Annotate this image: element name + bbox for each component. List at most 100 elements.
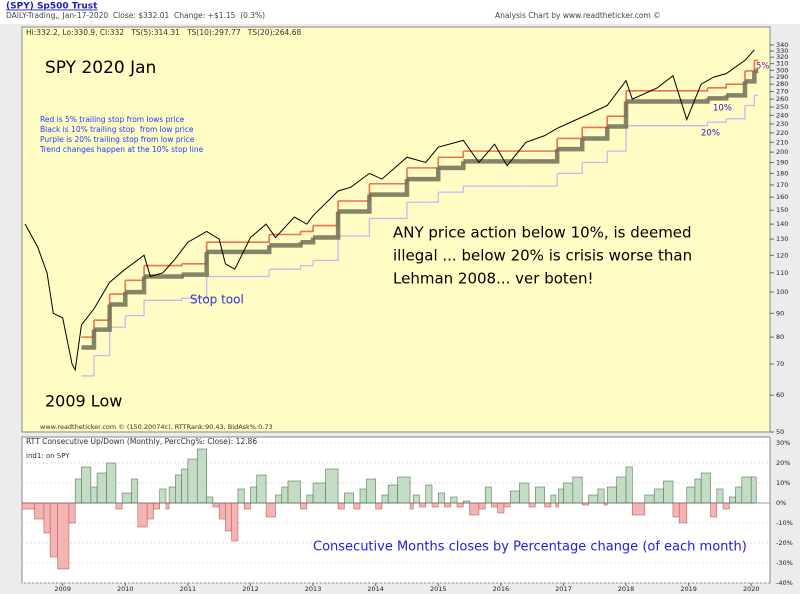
bar — [337, 502, 345, 510]
bar — [265, 502, 276, 518]
y-tick-label: 90 — [776, 309, 784, 317]
trailing-stop — [269, 231, 302, 236]
trailing-stop — [726, 105, 746, 120]
bar — [359, 488, 367, 504]
bar — [735, 486, 743, 504]
y-tick-label: 0% — [776, 499, 786, 507]
trailing-stop — [250, 269, 270, 278]
trailing-stop — [406, 167, 441, 182]
y-tick-label: 300 — [776, 66, 788, 74]
trailing-stop — [369, 179, 410, 197]
bar — [741, 476, 752, 504]
bar — [425, 484, 433, 504]
y-tick-label: 170 — [776, 181, 788, 189]
trailing-stop — [607, 101, 629, 129]
bar — [381, 494, 389, 504]
bar — [168, 486, 176, 504]
bar — [469, 502, 480, 516]
y-tick-label: 240 — [776, 111, 788, 119]
trailing-stop — [338, 218, 371, 237]
y-tick-label: -20% — [776, 539, 793, 547]
trailing-stop — [338, 194, 372, 214]
bar — [397, 476, 411, 504]
trailing-stop — [626, 122, 709, 127]
y-tick-label: 130 — [776, 235, 788, 243]
bar — [21, 502, 35, 510]
bar — [412, 494, 420, 504]
trailing-stop — [300, 225, 314, 233]
bar — [306, 494, 314, 504]
bar — [106, 462, 117, 504]
bar — [625, 466, 633, 504]
y-tick-label: 100 — [776, 288, 788, 296]
trailing-stop — [557, 138, 585, 152]
trailing-stop — [144, 274, 184, 279]
trailing-stop — [582, 151, 608, 164]
trailing-stop — [144, 298, 183, 301]
trailing-stop — [313, 211, 341, 240]
bar — [344, 492, 355, 504]
y-tick-label: 150 — [776, 206, 788, 214]
y-tick-label: 140 — [776, 220, 788, 228]
bar — [49, 502, 58, 558]
bar — [519, 482, 530, 504]
y-tick-label: 280 — [776, 80, 788, 88]
y-tick-label: 340 — [776, 41, 788, 49]
bar — [497, 502, 505, 514]
annotation: Lehman 2008... ver boten! — [393, 270, 594, 288]
y-tick-label: 160 — [776, 193, 788, 201]
header-bar — [0, 0, 800, 24]
trailing-stop — [438, 186, 464, 193]
bar — [325, 468, 339, 504]
trailing-stop — [744, 70, 757, 84]
symbol[interactable]: (SPY) Sp500 Trust — [6, 2, 98, 12]
annotation: Trend changes happen at the 10% stop lin… — [39, 145, 204, 154]
bar — [678, 502, 688, 524]
trailing-stop — [109, 315, 126, 328]
bar — [491, 502, 499, 508]
bar — [644, 494, 655, 504]
trailing-stop — [125, 276, 147, 295]
x-tick-label: 2013 — [305, 585, 322, 593]
x-tick-label: 2010 — [117, 585, 134, 593]
trailing-stop — [250, 234, 271, 244]
bar — [572, 476, 583, 504]
bar — [196, 448, 207, 504]
bar — [137, 502, 148, 528]
trailing-stop — [406, 192, 439, 203]
bar — [616, 476, 627, 504]
bar — [159, 488, 167, 504]
trailing-stop — [607, 125, 627, 152]
annotation: Black is 10% trailing stop from low pric… — [40, 125, 194, 134]
bar — [225, 502, 232, 532]
bar — [528, 502, 536, 508]
bar — [387, 484, 398, 504]
bar — [597, 488, 605, 504]
bar — [555, 502, 559, 508]
annotation: 10% — [713, 104, 732, 114]
bar — [672, 502, 680, 518]
bar — [544, 502, 552, 508]
bar — [694, 478, 702, 504]
trailing-stop — [313, 236, 339, 262]
bar — [419, 502, 427, 508]
annotation: 20% — [701, 129, 720, 139]
y-tick-label: 270 — [776, 88, 788, 96]
x-tick-label: 2018 — [618, 585, 635, 593]
bar — [68, 502, 76, 524]
bar — [509, 490, 520, 504]
bar — [115, 502, 123, 510]
bar — [250, 486, 258, 504]
y-tick-label: 330 — [776, 47, 788, 55]
y-tick-label: 180 — [776, 169, 788, 177]
x-tick-label: 2019 — [680, 585, 697, 593]
x-tick-label: 2017 — [555, 585, 572, 593]
trailing-stop — [726, 81, 748, 98]
trailing-stop — [93, 304, 112, 332]
annotation: 2009 Low — [45, 392, 122, 411]
indicator-panel — [21, 436, 771, 584]
y-tick-label: 120 — [776, 251, 788, 259]
bar — [146, 502, 154, 520]
indicator-subtitle: ind1: on SPY — [26, 452, 70, 460]
bar — [181, 468, 189, 504]
